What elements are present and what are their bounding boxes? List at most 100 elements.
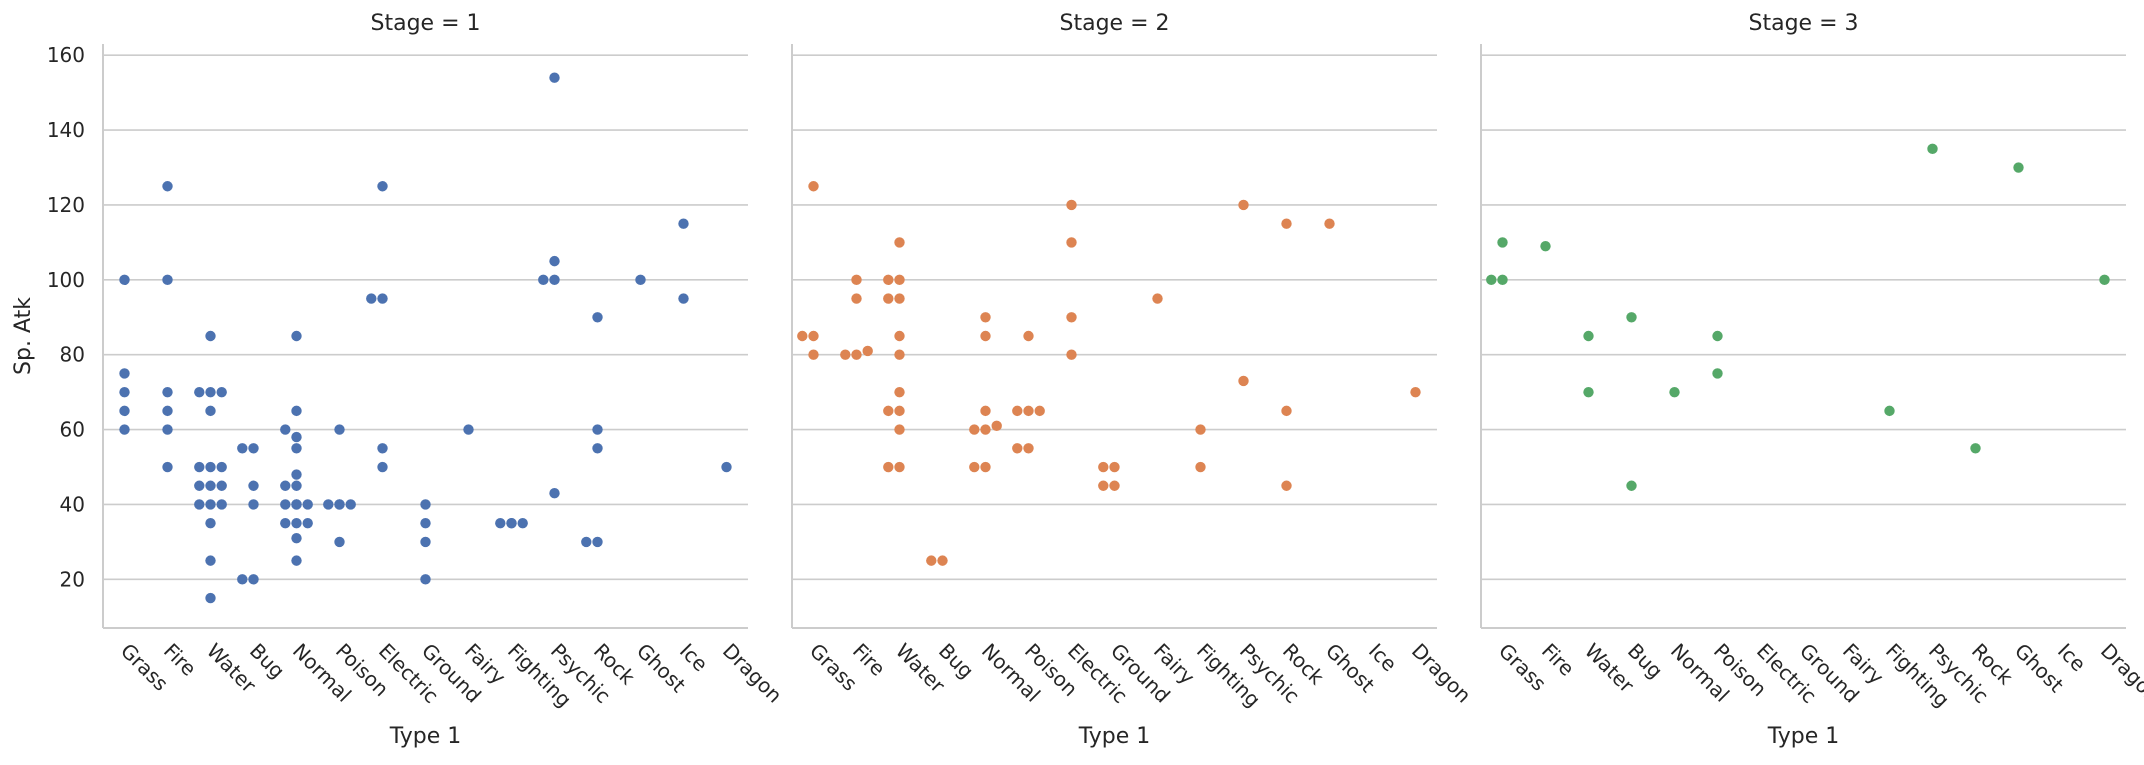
data-point	[248, 443, 259, 454]
data-point	[1497, 237, 1508, 248]
data-point	[291, 330, 302, 342]
data-point	[894, 293, 905, 304]
data-point	[980, 461, 991, 473]
data-point	[1238, 199, 1249, 211]
data-point	[237, 443, 248, 454]
data-point	[420, 517, 431, 529]
data-point	[162, 405, 173, 417]
panel-title: Stage = 1	[371, 11, 481, 36]
data-point	[334, 424, 345, 435]
data-point	[1970, 443, 1981, 454]
data-point	[1152, 293, 1163, 304]
data-point	[1410, 386, 1421, 398]
data-point	[883, 293, 894, 304]
data-point	[1012, 443, 1023, 454]
data-point	[980, 312, 991, 323]
data-point	[894, 461, 905, 473]
data-point	[1486, 274, 1497, 286]
data-point	[1195, 461, 1206, 473]
data-point	[883, 274, 894, 286]
data-point	[280, 517, 291, 529]
data-point	[280, 480, 291, 491]
data-point	[678, 218, 689, 229]
data-point	[894, 386, 905, 398]
data-point	[216, 499, 227, 510]
data-point	[894, 349, 905, 360]
data-point	[205, 461, 216, 473]
data-point	[1712, 368, 1723, 379]
data-point	[377, 181, 388, 192]
data-point	[323, 499, 334, 510]
data-point	[1281, 218, 1292, 229]
data-point	[969, 424, 980, 435]
data-point	[894, 330, 905, 342]
x-axis-title: Type 1	[1078, 724, 1151, 749]
data-point	[1583, 330, 1594, 342]
data-point	[377, 293, 388, 304]
data-point	[216, 461, 227, 473]
y-tick-label: 140	[47, 118, 85, 142]
data-point	[291, 555, 302, 566]
data-point	[851, 274, 862, 286]
data-point	[980, 424, 991, 435]
data-point	[2099, 274, 2110, 286]
data-point	[1583, 386, 1594, 398]
data-point	[119, 368, 130, 379]
data-point	[463, 424, 474, 435]
data-point	[1324, 218, 1335, 229]
data-point	[1540, 240, 1551, 252]
y-tick-label: 100	[47, 268, 85, 292]
data-point	[216, 480, 227, 491]
data-point	[592, 443, 603, 454]
data-point	[894, 237, 905, 248]
data-point	[420, 536, 431, 548]
data-point	[420, 574, 431, 585]
data-point	[194, 461, 205, 473]
data-point	[1626, 312, 1637, 323]
data-point	[248, 499, 259, 510]
x-tick-label: Dragon	[718, 639, 787, 708]
x-tick-label: Grass	[116, 639, 173, 696]
data-point	[119, 274, 130, 286]
data-point	[635, 274, 646, 286]
data-point	[162, 386, 173, 398]
data-point	[1195, 424, 1206, 435]
data-point	[334, 499, 345, 510]
data-point	[1626, 480, 1637, 491]
data-point	[334, 536, 345, 548]
data-point	[1098, 480, 1109, 491]
data-point	[205, 555, 216, 566]
data-point	[592, 536, 603, 548]
x-tick-label: Ghost	[1321, 639, 1380, 698]
data-point	[1023, 330, 1034, 342]
data-point	[495, 517, 506, 529]
data-point	[119, 424, 130, 435]
data-point	[205, 592, 216, 604]
data-point	[291, 431, 302, 443]
panel-title: Stage = 3	[1749, 11, 1859, 36]
data-point	[1497, 274, 1508, 286]
data-point	[1023, 405, 1034, 417]
data-point	[797, 330, 808, 342]
data-point	[592, 312, 603, 323]
data-point	[1066, 349, 1077, 360]
data-point	[1012, 405, 1023, 417]
y-axis-title: Sp. Atk	[11, 297, 36, 375]
data-point	[538, 274, 549, 286]
data-point	[377, 443, 388, 454]
y-tick-label: 160	[47, 43, 85, 67]
data-point	[549, 255, 560, 267]
data-point	[291, 517, 302, 529]
data-point	[894, 274, 905, 286]
data-point	[1023, 443, 1034, 454]
data-point	[162, 461, 173, 473]
data-point	[302, 499, 313, 510]
data-point	[851, 293, 862, 304]
data-point	[162, 274, 173, 286]
data-point	[119, 386, 130, 398]
data-point	[291, 443, 302, 454]
y-tick-label: 20	[60, 567, 85, 591]
data-point	[1066, 312, 1077, 323]
data-point	[205, 386, 216, 398]
data-point	[549, 72, 560, 83]
